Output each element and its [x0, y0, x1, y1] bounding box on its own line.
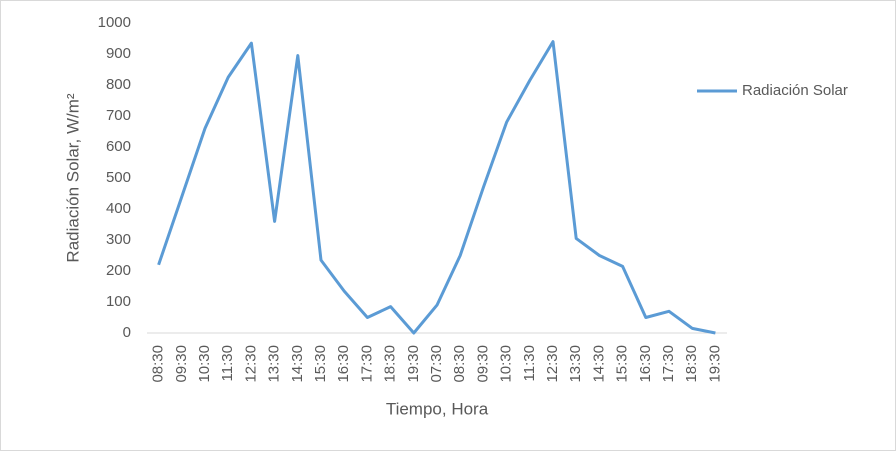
y-tick-label: 500	[106, 169, 131, 186]
y-tick-label: 400	[106, 200, 131, 217]
x-tick-label: 17:30	[660, 345, 677, 383]
y-tick-label: 600	[106, 138, 131, 155]
x-tick-label: 11:30	[521, 345, 538, 381]
x-tick-label: 18:30	[683, 345, 700, 383]
x-axis-title: Tiempo, Hora	[386, 399, 489, 418]
x-tick-label: 19:30	[706, 345, 723, 383]
x-tick-label: 14:30	[289, 345, 306, 383]
y-tick-label: 700	[106, 107, 131, 124]
x-tick-label: 16:30	[335, 345, 352, 383]
y-tick-label: 200	[106, 262, 131, 279]
y-axis-title: Radiación Solar, W/m²	[63, 93, 82, 262]
x-tick-label: 07:30	[428, 345, 445, 383]
y-tick-label: 800	[106, 76, 131, 93]
data-line	[157, 40, 716, 335]
x-tick-label: 08:30	[451, 345, 468, 383]
x-tick-label: 14:30	[590, 345, 607, 383]
x-tick-label: 10:30	[498, 345, 515, 383]
x-tick-label: 11:30	[219, 345, 236, 381]
x-tick-label: 18:30	[382, 345, 399, 383]
x-tick-label: 15:30	[312, 345, 329, 383]
y-tick-label: 300	[106, 231, 131, 248]
x-tick-label: 09:30	[474, 345, 491, 383]
y-tick-label: 900	[106, 45, 131, 62]
legend-label: Radiación Solar	[742, 82, 848, 99]
x-tick-label: 13:30	[266, 345, 283, 383]
x-tick-label: 10:30	[196, 345, 213, 383]
y-tick-label: 100	[106, 293, 131, 310]
x-tick-label: 17:30	[358, 345, 375, 383]
y-tick-label: 0	[123, 324, 131, 341]
x-tick-label: 09:30	[173, 345, 190, 383]
x-tick-label: 15:30	[614, 345, 631, 383]
x-tick-label: 12:30	[242, 345, 259, 383]
y-tick-label: 1000	[98, 14, 131, 31]
x-tick-label: 16:30	[637, 345, 654, 383]
x-tick-label: 12:30	[544, 345, 561, 383]
x-tick-label: 08:30	[150, 345, 167, 383]
x-tick-label: 13:30	[567, 345, 584, 383]
x-tick-label: 19:30	[405, 345, 422, 383]
